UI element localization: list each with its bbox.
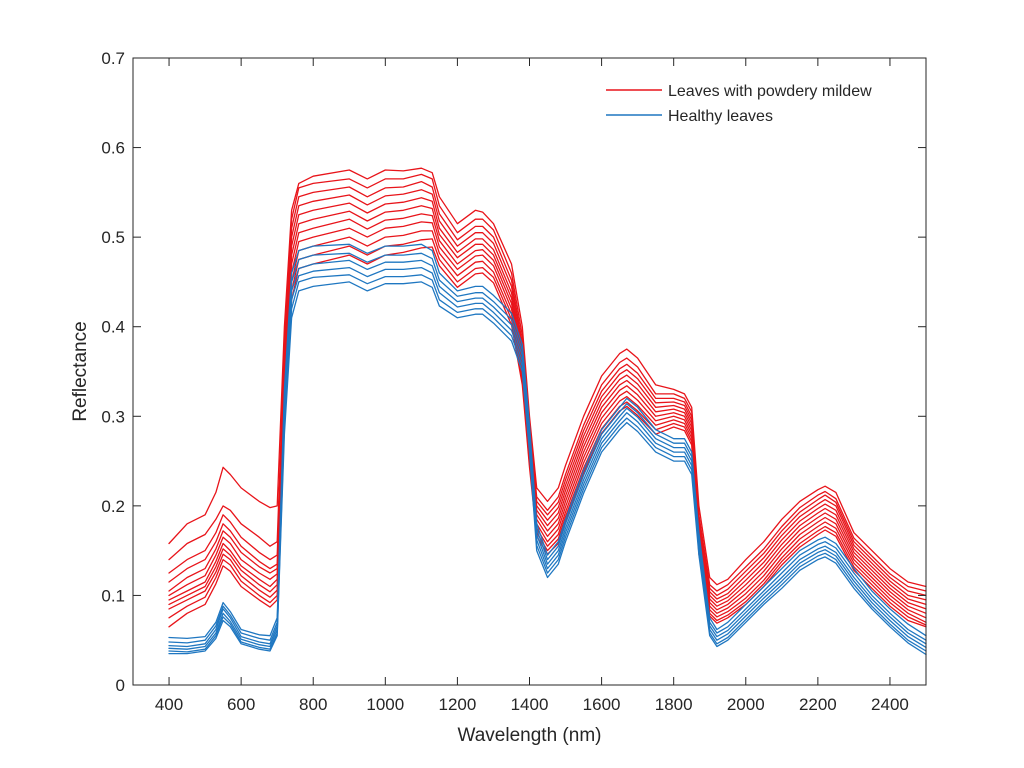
x-tick-label: 2400 [871, 695, 909, 714]
y-tick-label: 0.3 [101, 407, 125, 426]
y-tick-label: 0.2 [101, 497, 125, 516]
plot-frame [132, 57, 927, 686]
y-axis-label: Reflectance [70, 321, 91, 421]
plot-background [133, 58, 926, 685]
x-tick-label: 400 [155, 695, 183, 714]
legend-label-healthy: Healthy leaves [668, 108, 773, 125]
x-tick-label: 600 [227, 695, 255, 714]
legend-box [598, 75, 916, 130]
x-tick-label: 800 [299, 695, 327, 714]
y-tick-label: 0.5 [101, 228, 125, 247]
healthy-spectrum-line-17 [168, 281, 927, 656]
legend: Leaves with powdery mildew Healthy leave… [598, 75, 916, 130]
x-tick-label: 1000 [366, 695, 404, 714]
x-tick-label: 1600 [583, 695, 621, 714]
y-tick-label: 0.1 [101, 586, 125, 605]
x-tick-label: 2200 [799, 695, 837, 714]
ticks-layer: 400 600 800 1000 1200 1400 1600 1800 2000 2200 240… [101, 49, 926, 714]
series-layer [168, 167, 927, 656]
mildew-spectrum-line-1 [168, 167, 927, 588]
x-tick-label: 1200 [438, 695, 476, 714]
y-tick-label: 0.6 [101, 139, 125, 158]
x-axis-label: Wavelength (nm) [458, 725, 602, 746]
legend-label-mildew: Leaves with powdery mildew [668, 83, 872, 100]
y-tick-label: 0 [116, 676, 125, 695]
x-tick-label: 1800 [655, 695, 693, 714]
x-tick-label: 1400 [511, 695, 549, 714]
y-tick-label: 0.4 [101, 318, 125, 337]
x-tick-label: 2000 [727, 695, 765, 714]
y-tick-label: 0.7 [101, 49, 125, 68]
